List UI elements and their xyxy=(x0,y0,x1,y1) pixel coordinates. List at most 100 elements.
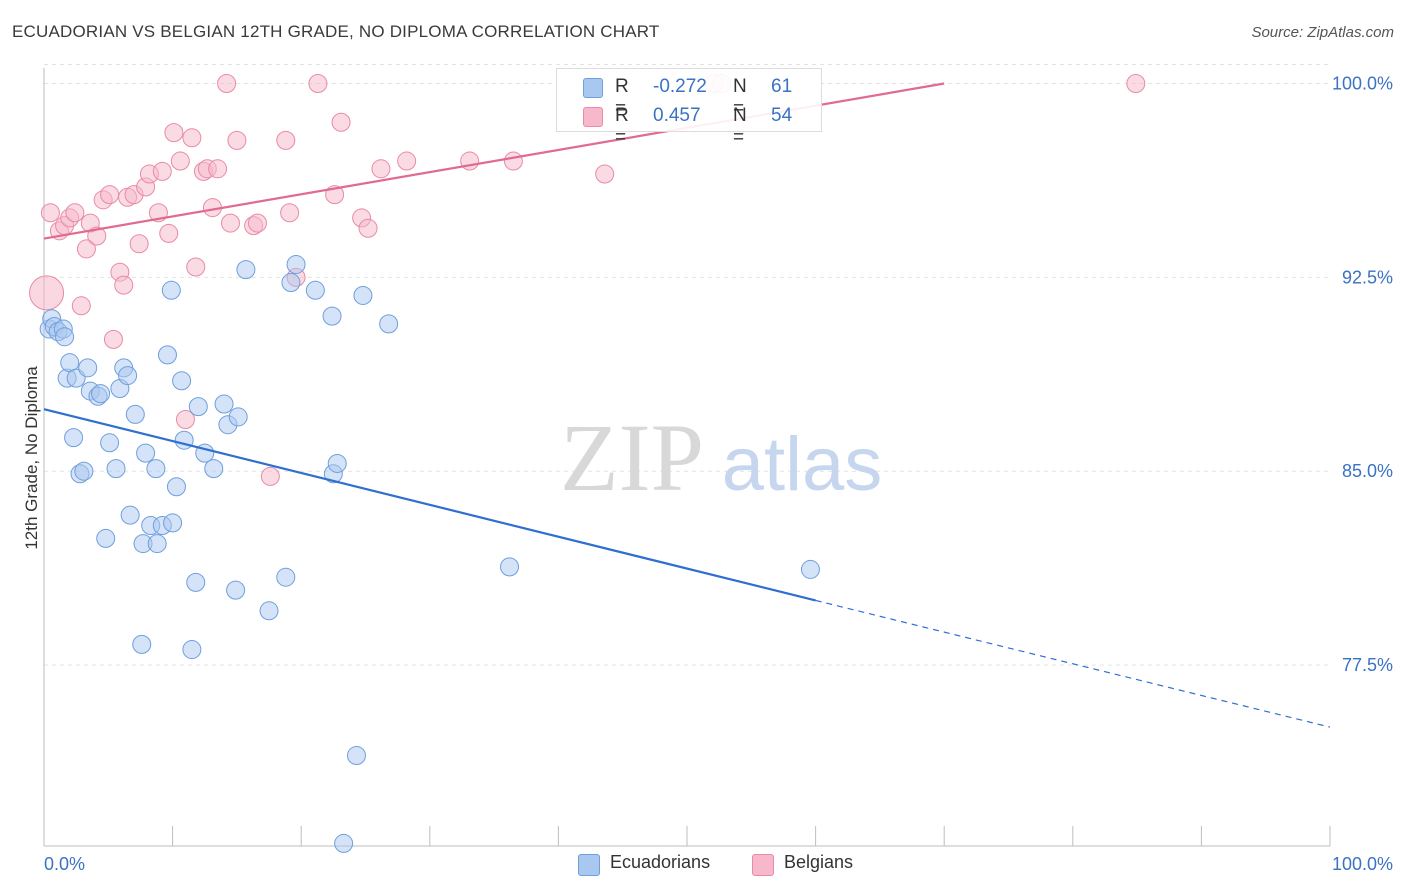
belgian-point xyxy=(1126,74,1146,94)
ecuadorian-point xyxy=(161,280,181,300)
ecuadorian-point xyxy=(125,404,145,424)
legend-r-label: R = xyxy=(615,76,629,119)
ecuadorian-point xyxy=(100,433,120,453)
ecuadorian-point xyxy=(78,358,98,378)
ecuadorian-point xyxy=(74,461,94,481)
ecuadorian-point xyxy=(327,453,347,473)
legend-n-label: N = xyxy=(733,76,747,119)
watermark-zip: ZIP xyxy=(560,404,704,511)
chart-title: ECUADORIAN VS BELGIAN 12TH GRADE, NO DIP… xyxy=(12,22,660,41)
belgian-point xyxy=(76,239,96,259)
ecuadorian-point xyxy=(120,505,140,525)
legend-swatch-ecuadorians xyxy=(583,78,603,98)
belgian-point xyxy=(331,112,351,132)
ecuadorian-point xyxy=(204,459,224,479)
watermark: ZIP atlas xyxy=(560,404,882,511)
ecuadorian-point xyxy=(132,634,152,654)
belgian-point xyxy=(227,130,247,150)
belgian-point xyxy=(29,275,65,311)
ecuadorian-point xyxy=(146,459,166,479)
ecuadorian-point xyxy=(334,833,354,853)
belgian-point xyxy=(170,151,190,171)
legend-swatch-belgians xyxy=(583,107,603,127)
ecuadorian-point xyxy=(96,528,116,548)
belgian-point xyxy=(182,128,202,148)
ecuadorian-point xyxy=(353,285,373,305)
belgian-point xyxy=(217,74,237,94)
y-tick-label: 85.0% xyxy=(1342,461,1393,481)
belgian-point xyxy=(40,203,60,223)
bottom-legend-swatch-belgians xyxy=(752,854,774,876)
belgian-point xyxy=(100,185,120,205)
ecuadorian-point xyxy=(106,459,126,479)
legend-n-value: 54 xyxy=(771,105,793,126)
source-note: Source: ZipAtlas.com xyxy=(1251,24,1394,41)
y-tick-label: 92.5% xyxy=(1342,267,1393,287)
belgian-point xyxy=(371,159,391,179)
grid-lines xyxy=(44,64,1330,666)
belgian-point xyxy=(129,234,149,254)
belgian-point xyxy=(175,410,195,430)
belgian-point xyxy=(358,218,378,238)
ecuadorian-point xyxy=(172,371,192,391)
ecuadorian-point xyxy=(379,314,399,334)
ecuadorian-point xyxy=(188,397,208,417)
legend-r-value: -0.272 xyxy=(653,76,707,97)
belgian-point xyxy=(503,151,523,171)
ecuadorian-point xyxy=(228,407,248,427)
ecuadorian-point xyxy=(55,327,75,347)
ecuadorians-points xyxy=(39,254,820,853)
belgian-point xyxy=(208,159,228,179)
ecuadorian-point xyxy=(800,559,820,579)
belgian-point xyxy=(308,74,328,94)
ecuadorian-point xyxy=(286,254,306,274)
belgian-point xyxy=(87,226,107,246)
legend-r-label: R = xyxy=(615,105,629,148)
ecuadorian-point xyxy=(259,601,279,621)
belgian-point xyxy=(114,275,134,295)
ecuadorian-point xyxy=(64,428,84,448)
belgian-point xyxy=(152,161,172,181)
x-tick-label: 0.0% xyxy=(44,854,85,874)
ecuadorians-trend-line xyxy=(43,408,816,602)
belgian-point xyxy=(220,213,240,233)
axes xyxy=(43,68,1331,847)
legend-r-value: 0.457 xyxy=(653,105,701,126)
ecuadorian-point xyxy=(91,384,111,404)
correlation-legend: R = -0.272 N = 61 R = 0.457 N = 54 xyxy=(556,68,822,148)
ecuadorian-point xyxy=(147,534,167,554)
belgian-point xyxy=(247,213,267,233)
ecuadorian-point xyxy=(322,306,342,326)
watermark-atlas: atlas xyxy=(722,422,883,507)
belgian-point xyxy=(397,151,417,171)
belgian-point xyxy=(65,203,85,223)
ecuadorian-point xyxy=(346,746,366,766)
legend-n-value: 61 xyxy=(771,76,793,97)
belgian-point xyxy=(280,203,300,223)
y-tick-label: 77.5% xyxy=(1342,655,1393,675)
ecuadorian-point xyxy=(236,260,256,280)
bottom-legend-swatch-ecuadorians xyxy=(578,854,600,876)
belgian-point xyxy=(164,123,184,143)
x-tick-label: 100.0% xyxy=(1332,854,1393,874)
belgians-points xyxy=(29,74,1146,486)
ecuadorian-point xyxy=(281,273,301,293)
belgian-point xyxy=(260,466,280,486)
belgian-point xyxy=(103,329,123,349)
bottom-legend-label: Ecuadorians xyxy=(610,852,711,872)
ecuadorian-point xyxy=(166,477,186,497)
ecuadorian-point xyxy=(214,394,234,414)
belgian-point xyxy=(71,296,91,316)
ecuadorian-point xyxy=(182,640,202,660)
ecuadorian-point xyxy=(500,557,520,577)
tick-labels: 77.5% 85.0% 92.5% 100.0% 0.0% 100.0% xyxy=(44,74,1393,874)
ecuadorian-point xyxy=(186,572,206,592)
belgian-point xyxy=(276,130,296,150)
y-tick-label: 100.0% xyxy=(1332,74,1393,94)
ecuadorian-point xyxy=(305,280,325,300)
ecuadorian-point xyxy=(136,443,156,463)
ecuadorian-point xyxy=(157,345,177,365)
belgian-point xyxy=(159,223,179,243)
ecuadorian-point xyxy=(118,366,138,386)
